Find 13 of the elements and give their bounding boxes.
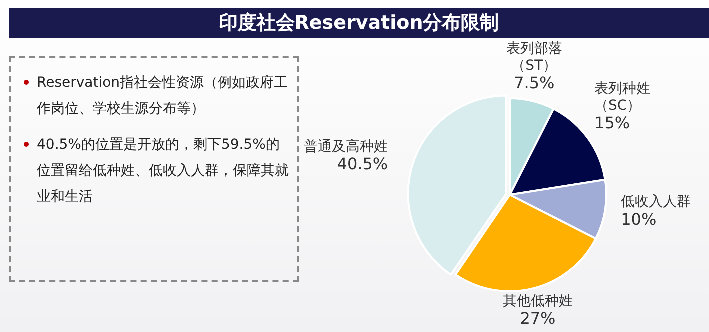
data-label: 7.5% xyxy=(514,74,555,93)
slice-label: 表列种姓（SC） xyxy=(594,81,651,114)
chart-title: 印度社会Reservation分布限制 xyxy=(9,8,709,38)
data-label: 40.5% xyxy=(337,154,388,174)
data-label: 27% xyxy=(520,309,556,328)
slice-label: 其他低种姓 xyxy=(502,294,573,310)
slice-label: 低收入人群 xyxy=(621,194,692,210)
slice-label: 表列部落（ST） xyxy=(506,41,562,74)
data-label: 10% xyxy=(621,210,657,229)
data-label: 15% xyxy=(594,114,630,133)
slice-label: 普通及高种姓 xyxy=(304,138,388,156)
text: 40.5%的位置是开放的，剩下59.5%的位置留给低种姓、低收入人群，保障其就业和生活 xyxy=(37,137,289,205)
text: Reservation指社会性资源（例如政府工作岗位、学校生源分布等） xyxy=(37,75,288,117)
